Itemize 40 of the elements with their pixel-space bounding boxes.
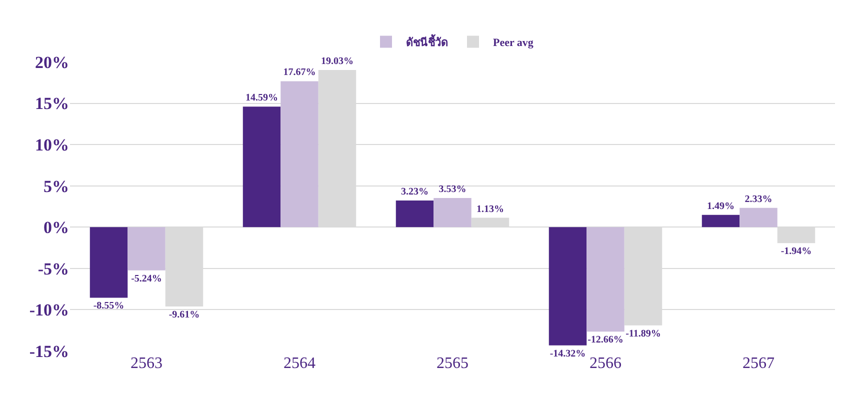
legend-label: Peer avg <box>493 37 534 50</box>
data-label: 17.67% <box>283 67 316 78</box>
data-label: -9.61% <box>168 309 200 320</box>
bar <box>702 214 740 228</box>
data-label: -1.94% <box>780 246 812 258</box>
data-label: 14.59% <box>246 92 278 104</box>
y-tick-label: 0% <box>44 218 69 238</box>
x-tick-label: 2566 <box>590 355 622 372</box>
data-label: 19.03% <box>320 56 354 68</box>
data-label: -12.66% <box>588 334 624 346</box>
data-label: -14.32% <box>550 348 586 360</box>
x-tick-label: 2563 <box>130 355 162 372</box>
bar <box>128 227 166 270</box>
data-label: -5.24% <box>131 273 162 284</box>
bar <box>586 227 624 332</box>
x-tick-label: 2567 <box>742 355 774 372</box>
bar <box>90 227 128 298</box>
y-tick-label: -10% <box>29 300 69 320</box>
data-label: 3.23% <box>401 186 429 198</box>
y-tick-label: 20% <box>35 52 69 72</box>
data-label: 3.53% <box>438 184 466 195</box>
data-label: -11.89% <box>626 328 661 340</box>
bar <box>242 106 281 228</box>
bar <box>396 200 434 228</box>
x-tick-label: 2564 <box>284 355 316 372</box>
y-tick-label: -5% <box>38 259 69 278</box>
y-tick-label: -15% <box>29 342 69 361</box>
data-label: 2.33% <box>744 194 772 205</box>
bar <box>280 81 318 228</box>
data-label: 1.49% <box>707 200 735 212</box>
x-tick-label: 2565 <box>436 355 468 372</box>
y-tick-label: 10% <box>35 136 69 155</box>
data-label: -8.55% <box>93 300 124 312</box>
y-tick-label: 5% <box>44 176 69 196</box>
data-label: 1.13% <box>476 204 504 215</box>
y-tick-label: 15% <box>35 94 69 114</box>
bar <box>434 198 472 228</box>
bar <box>548 227 587 346</box>
bar <box>740 208 778 228</box>
legend-label: ดัชนีชี้วัด <box>406 34 448 50</box>
